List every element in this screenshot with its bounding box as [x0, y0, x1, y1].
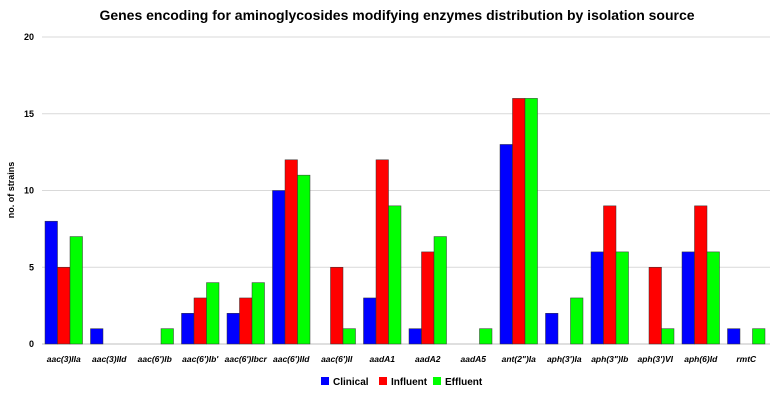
x-tick-label: aac(6')Ib	[138, 354, 172, 364]
y-axis-label: no. of strains	[6, 162, 16, 219]
bar-clinical	[272, 190, 286, 345]
x-tick-label: aac(6')Ib'	[182, 354, 219, 364]
x-tick-label: aph(3')VI	[637, 354, 673, 364]
x-tick-label: aadA5	[460, 354, 486, 364]
bar-influent	[512, 98, 526, 345]
x-tick-label: aac(6')IId	[273, 354, 310, 364]
bar-effluent	[206, 282, 220, 345]
bar-clinical	[226, 313, 240, 345]
bar-effluent	[297, 174, 311, 345]
bar-effluent	[160, 328, 174, 345]
x-tick-label: aac(3)IIa	[47, 354, 81, 364]
bar-clinical	[727, 328, 741, 345]
bar-clinical	[545, 313, 559, 345]
legend-label-clinical: Clinical	[333, 377, 369, 388]
y-tick-label: 15	[24, 109, 34, 119]
x-tick-label: rmtC	[736, 354, 757, 364]
bar-influent	[239, 297, 253, 345]
bar-clinical	[363, 297, 377, 345]
bar-effluent	[524, 98, 538, 345]
bar-clinical	[590, 251, 604, 345]
bar-effluent	[69, 236, 83, 345]
bar-effluent	[388, 205, 402, 345]
bar-clinical	[90, 328, 104, 345]
y-tick-label: 5	[29, 262, 34, 272]
legend-label-effluent: Effluent	[445, 377, 483, 388]
bar-effluent	[570, 297, 584, 345]
y-axis-ticks: 0 5 10 15 20	[24, 32, 34, 349]
bar-influent	[193, 297, 207, 345]
x-tick-label: aadA2	[415, 354, 441, 364]
x-tick-label: ant(2")Ia	[502, 354, 537, 364]
bar-influent	[694, 205, 708, 345]
bar-effluent	[661, 328, 675, 345]
bar-influent	[284, 159, 298, 345]
bar-influent	[375, 159, 389, 345]
legend: Clinical Influent Effluent	[321, 377, 483, 388]
bar-clinical	[181, 313, 195, 345]
x-tick-label: aac(6')II	[321, 354, 353, 364]
bar-effluent	[433, 236, 447, 345]
bar-influent	[57, 267, 71, 345]
bar-influent	[330, 267, 344, 345]
bar-effluent	[615, 251, 629, 345]
x-axis-ticks: aac(3)IIa aac(3)IId aac(6')Ib aac(6')Ib' aac…	[47, 354, 757, 364]
chart-title: Genes encoding for aminoglycosides modif…	[99, 7, 694, 23]
bar-effluent	[479, 328, 493, 345]
legend-label-influent: Influent	[391, 377, 428, 388]
bar-clinical	[44, 220, 58, 345]
x-tick-label: aph(3")Ib	[591, 354, 628, 364]
x-tick-label: aph(3')Ia	[547, 354, 582, 364]
bar-effluent	[342, 328, 356, 345]
y-tick-label: 0	[29, 339, 34, 349]
y-tick-label: 20	[24, 32, 34, 42]
y-tick-label: 10	[24, 186, 34, 196]
bar-clinical	[681, 251, 695, 345]
grid-lines	[42, 36, 770, 345]
bars	[44, 98, 766, 345]
bar-clinical	[499, 144, 513, 345]
bar-influent	[421, 251, 435, 345]
legend-swatch-effluent	[433, 377, 441, 385]
bar-effluent	[251, 282, 265, 345]
bar-influent	[603, 205, 617, 345]
x-tick-label: aac(3)IId	[92, 354, 127, 364]
legend-swatch-influent	[379, 377, 387, 385]
bar-effluent	[752, 328, 766, 345]
x-tick-label: aac(6')Ibcr	[225, 354, 268, 364]
bar-effluent	[706, 251, 720, 345]
x-tick-label: aph(6)Id	[684, 354, 718, 364]
bar-clinical	[408, 328, 422, 345]
bar-influent	[648, 267, 662, 345]
x-tick-label: aadA1	[369, 354, 395, 364]
legend-swatch-clinical	[321, 377, 329, 385]
